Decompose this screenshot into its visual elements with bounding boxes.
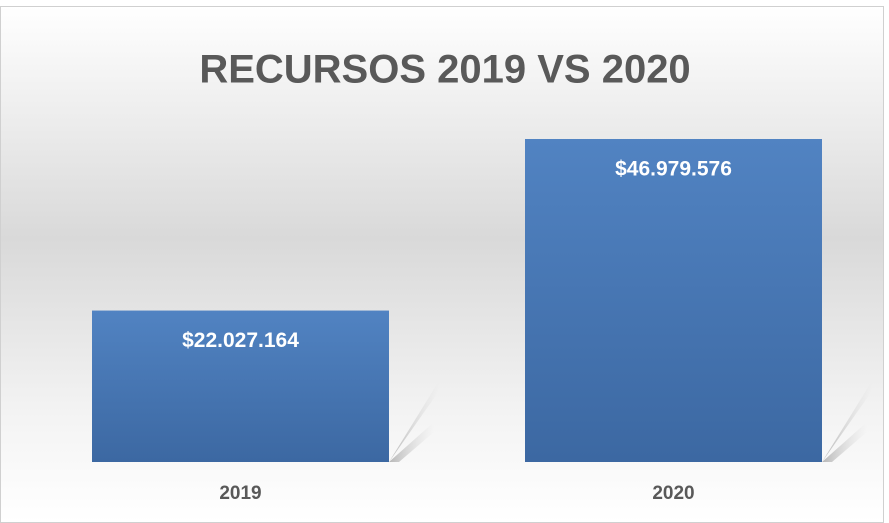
bar-shadow — [822, 381, 872, 462]
data-label: $22.027.164 — [182, 329, 299, 352]
bar-shadow — [389, 381, 439, 462]
x-tick-label: 2019 — [219, 483, 261, 504]
chart-title: RECURSOS 2019 VS 2020 — [199, 48, 690, 92]
bar-shadow — [389, 422, 434, 462]
x-tick-label: 2020 — [652, 483, 694, 504]
bar — [92, 310, 389, 462]
data-label: $46.979.576 — [615, 158, 732, 181]
bar — [525, 139, 822, 462]
bar-shadow — [822, 422, 867, 462]
